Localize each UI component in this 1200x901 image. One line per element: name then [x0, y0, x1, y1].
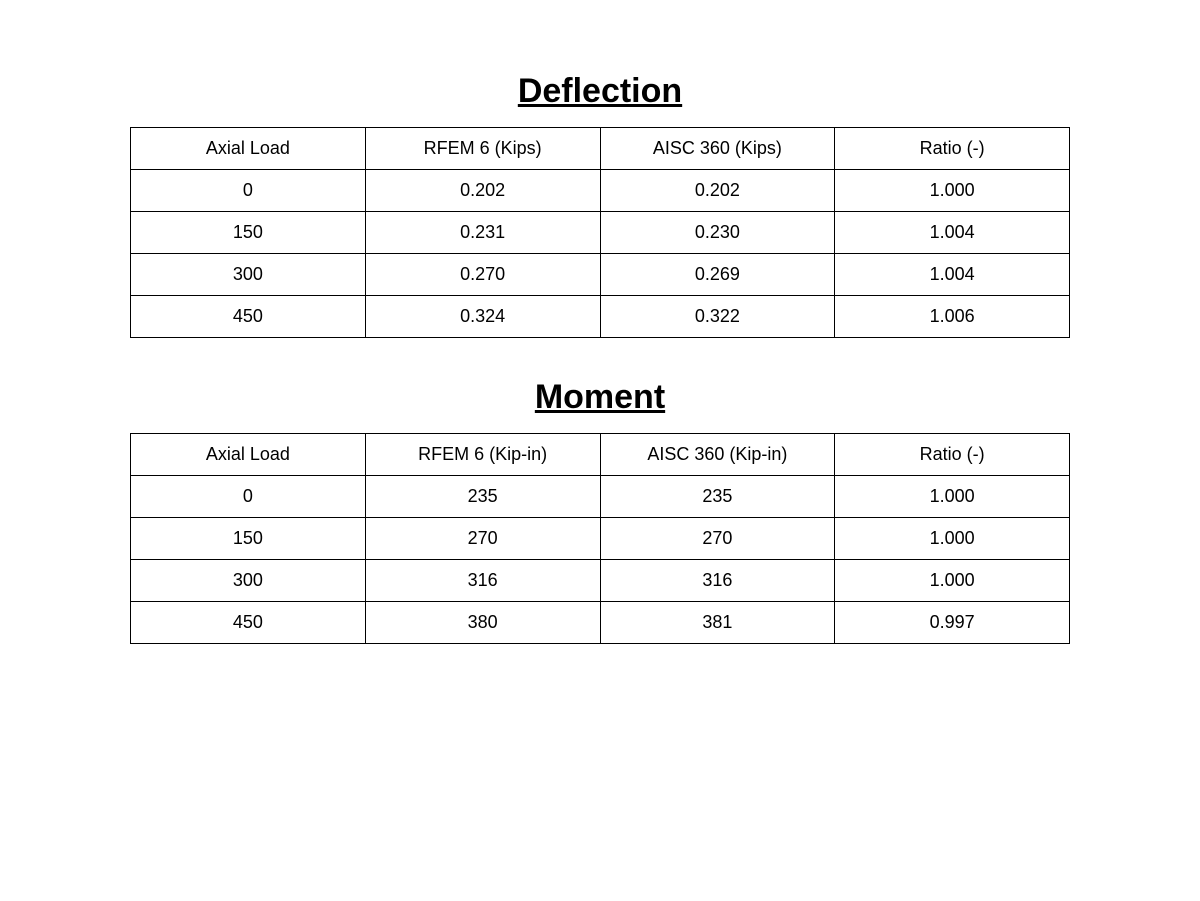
cell: 380 — [365, 602, 600, 644]
col-header: Ratio (-) — [835, 128, 1070, 170]
cell: 0.324 — [365, 296, 600, 338]
table-row: 300 316 316 1.000 — [131, 560, 1070, 602]
cell: 450 — [131, 296, 366, 338]
cell: 0 — [131, 170, 366, 212]
cell: 150 — [131, 212, 366, 254]
cell: 270 — [365, 518, 600, 560]
cell: 0.322 — [600, 296, 835, 338]
col-header: Ratio (-) — [835, 434, 1070, 476]
col-header: RFEM 6 (Kip-in) — [365, 434, 600, 476]
cell: 450 — [131, 602, 366, 644]
table-row: 450 380 381 0.997 — [131, 602, 1070, 644]
cell: 1.000 — [835, 560, 1070, 602]
cell: 0.269 — [600, 254, 835, 296]
cell: 381 — [600, 602, 835, 644]
cell: 150 — [131, 518, 366, 560]
cell: 316 — [365, 560, 600, 602]
cell: 316 — [600, 560, 835, 602]
table-row: 150 0.231 0.230 1.004 — [131, 212, 1070, 254]
cell: 1.000 — [835, 518, 1070, 560]
table-row: 450 0.324 0.322 1.006 — [131, 296, 1070, 338]
table-row: 0 0.202 0.202 1.000 — [131, 170, 1070, 212]
cell: 300 — [131, 560, 366, 602]
moment-title: Moment — [130, 378, 1070, 417]
cell: 0 — [131, 476, 366, 518]
col-header: AISC 360 (Kips) — [600, 128, 835, 170]
cell: 0.202 — [365, 170, 600, 212]
table-row: 0 235 235 1.000 — [131, 476, 1070, 518]
col-header: Axial Load — [131, 434, 366, 476]
cell: 1.004 — [835, 212, 1070, 254]
deflection-table: Axial Load RFEM 6 (Kips) AISC 360 (Kips)… — [130, 127, 1070, 338]
cell: 1.000 — [835, 170, 1070, 212]
cell: 270 — [600, 518, 835, 560]
deflection-section: Deflection Axial Load RFEM 6 (Kips) AISC… — [130, 72, 1070, 338]
cell: 1.004 — [835, 254, 1070, 296]
cell: 235 — [600, 476, 835, 518]
cell: 1.006 — [835, 296, 1070, 338]
table-row: 300 0.270 0.269 1.004 — [131, 254, 1070, 296]
cell: 300 — [131, 254, 366, 296]
col-header: RFEM 6 (Kips) — [365, 128, 600, 170]
cell: 0.202 — [600, 170, 835, 212]
moment-table: Axial Load RFEM 6 (Kip-in) AISC 360 (Kip… — [130, 433, 1070, 644]
col-header: AISC 360 (Kip-in) — [600, 434, 835, 476]
cell: 235 — [365, 476, 600, 518]
cell: 0.230 — [600, 212, 835, 254]
table-row: 150 270 270 1.000 — [131, 518, 1070, 560]
page: Deflection Axial Load RFEM 6 (Kips) AISC… — [0, 0, 1200, 901]
cell: 1.000 — [835, 476, 1070, 518]
col-header: Axial Load — [131, 128, 366, 170]
cell: 0.270 — [365, 254, 600, 296]
table-header-row: Axial Load RFEM 6 (Kip-in) AISC 360 (Kip… — [131, 434, 1070, 476]
table-header-row: Axial Load RFEM 6 (Kips) AISC 360 (Kips)… — [131, 128, 1070, 170]
cell: 0.231 — [365, 212, 600, 254]
moment-section: Moment Axial Load RFEM 6 (Kip-in) AISC 3… — [130, 378, 1070, 644]
cell: 0.997 — [835, 602, 1070, 644]
deflection-title: Deflection — [130, 72, 1070, 111]
